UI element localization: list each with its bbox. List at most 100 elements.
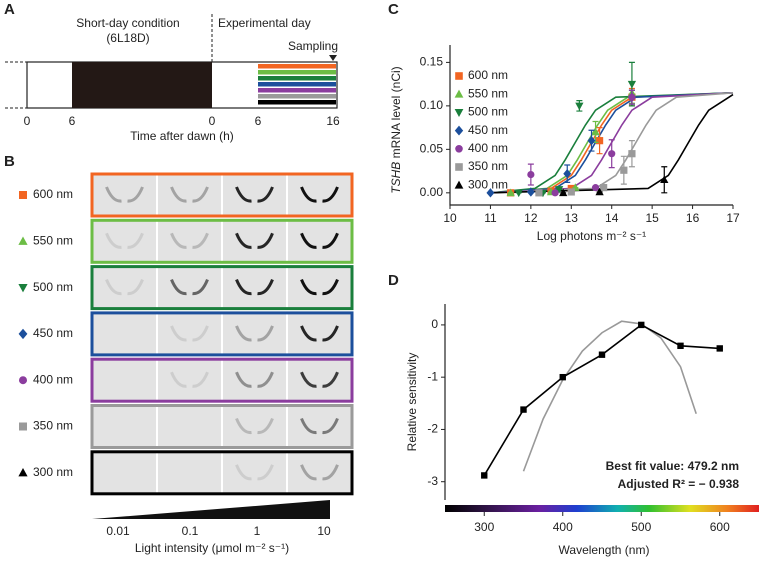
data-point [555, 186, 564, 194]
data-point [527, 170, 535, 179]
intensity-axis-label: Light intensity (μmol m⁻² s⁻¹) [135, 541, 289, 555]
signal [105, 232, 144, 249]
series-line [483, 323, 720, 476]
signal [105, 186, 144, 203]
x-tick-label: 13 [565, 211, 579, 225]
data-point [535, 189, 543, 197]
legend-label: 350 nm [468, 159, 508, 173]
row-marker [18, 284, 28, 293]
data-point [591, 127, 600, 136]
time-tick-label: 0 [209, 114, 216, 128]
data-point [598, 351, 606, 358]
y-tick-label: -2 [427, 422, 438, 436]
intensity-label: 0.1 [182, 524, 199, 538]
data-point [591, 184, 600, 192]
signal [300, 279, 339, 296]
light-stripe [258, 76, 336, 81]
data-point [506, 188, 515, 197]
legend-label: 300 nm [468, 177, 508, 191]
panel-c: 0.00 0.05 0.10 0.15 10 11 12 13 14 15 16 17 Log phot… [389, 45, 740, 243]
time-tick-label: 0 [24, 114, 31, 128]
legend-label: 600 nm [468, 68, 508, 82]
fit-curve [490, 92, 734, 194]
x-axis-label: Wavelength (nm) [559, 543, 650, 557]
panel-b: Light intensity (μmol m⁻² s⁻¹) 600 nm 550… [18, 172, 354, 555]
row-marker [19, 376, 27, 385]
x-tick-label: 16 [686, 211, 700, 225]
x-tick-label: 14 [605, 211, 619, 225]
data-point [638, 321, 645, 329]
panel-a: Short-day condition (6L18D) Experimental… [5, 14, 340, 143]
legend-label: 500 nm [468, 105, 508, 119]
panel-letter: A [4, 1, 15, 18]
y-tick-label: 0 [431, 317, 438, 331]
condition-label: Short-day condition [76, 16, 179, 30]
signal [235, 279, 274, 296]
signal [170, 232, 209, 249]
signal [300, 371, 339, 388]
legend-marker [454, 108, 464, 117]
time-tick-label: 6 [69, 114, 76, 128]
row-label: 450 nm [33, 326, 73, 340]
intensity-label: 1 [254, 524, 261, 538]
row-marker [19, 191, 27, 199]
legend-marker [455, 163, 463, 171]
signal [235, 371, 274, 388]
light-stripe [258, 94, 336, 99]
y-axis-label-italic: TSHB [389, 162, 403, 194]
data-point [520, 406, 527, 413]
row-label: 500 nm [33, 280, 73, 294]
signal [105, 279, 144, 296]
data-point [526, 187, 535, 197]
fit-curve [490, 92, 734, 194]
row-label: 600 nm [33, 187, 73, 201]
signal [235, 417, 274, 435]
signal [170, 186, 209, 203]
row-frame [90, 404, 354, 449]
intensity-wedge [92, 500, 330, 519]
signal [235, 464, 274, 481]
row-label: 300 nm [33, 465, 73, 479]
data-point [567, 188, 575, 196]
legend-marker [454, 180, 464, 189]
signal [300, 325, 339, 342]
row-frame [90, 172, 354, 218]
legend-marker [454, 89, 464, 98]
data-point [600, 184, 608, 192]
time-tick-label: 6 [255, 114, 262, 128]
x-tick-label: 11 [484, 211, 497, 225]
row-frame [90, 357, 354, 403]
panel-d: 0 -1 -2 -3 300 400 500 600 Wavelength (nm) Relati… [405, 304, 759, 557]
row-marker [18, 236, 28, 245]
y-tick-label: -3 [427, 474, 438, 488]
light-stripes [258, 64, 336, 105]
light-stripe [258, 100, 336, 105]
row-marker [19, 422, 27, 431]
legend-label: 550 nm [468, 86, 508, 100]
spectrum-bar [445, 505, 759, 512]
condition-code: (6L18D) [106, 31, 149, 45]
signal [300, 417, 339, 435]
y-tick-label: 0.15 [420, 55, 444, 69]
x-tick-label: 10 [443, 211, 457, 225]
data-point [563, 169, 572, 179]
sampling-arrow [329, 55, 337, 61]
data-point [559, 188, 568, 197]
time-ticks: 0 6 0 6 16 [24, 114, 340, 128]
intensity-label: 0.01 [106, 524, 130, 538]
data-point [627, 80, 637, 89]
row-label: 550 nm [33, 233, 73, 247]
x-tick-label: 300 [474, 520, 494, 534]
row-label: 400 nm [33, 372, 73, 386]
annotation: Adjusted R² = − 0.938 [618, 477, 740, 491]
data-point [677, 342, 684, 350]
experimental-label: Experimental day [218, 16, 311, 30]
signal [300, 232, 339, 249]
x-tick-label: 12 [524, 211, 538, 225]
data-point [608, 150, 616, 158]
fit-curve [490, 93, 734, 194]
panel-letter: D [388, 272, 399, 289]
time-axis-label: Time after dawn (h) [130, 129, 234, 143]
x-tick-label: 400 [553, 520, 573, 534]
